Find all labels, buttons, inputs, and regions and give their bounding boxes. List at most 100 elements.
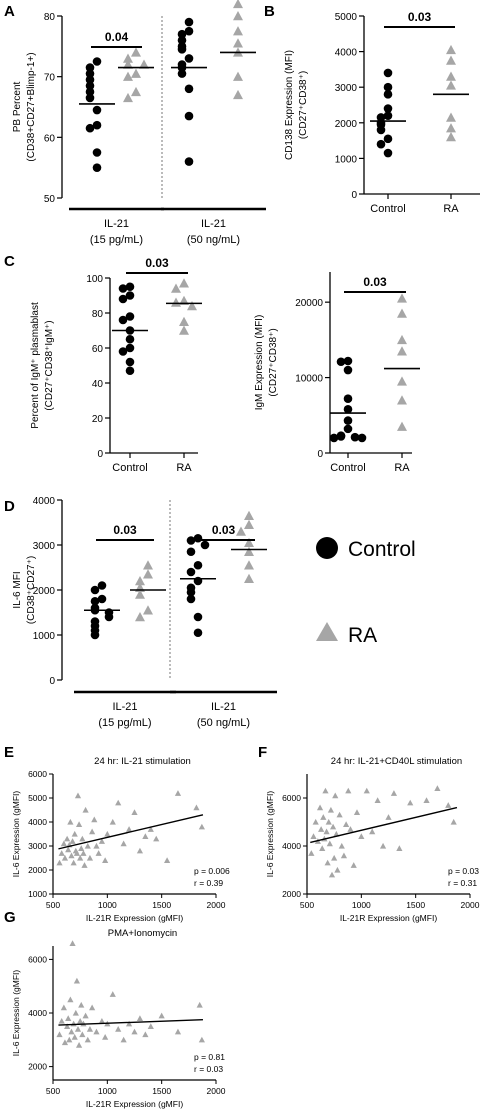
panel-f-point (312, 818, 319, 825)
panel-e-point (73, 850, 81, 856)
panel-f-point (327, 806, 335, 813)
panel-f-fit-line (310, 806, 458, 844)
panel-f-xtick-label: 1500 (406, 900, 425, 910)
panel-d-group2-control-point (186, 587, 196, 597)
panel-d-ytick-label: 2000 (33, 586, 56, 597)
panel-b-ra-point (446, 112, 456, 122)
panel-a-group2-control-point (177, 35, 187, 45)
panel-a-ytick-label: 50 (44, 194, 56, 205)
panel-c1-ytick-label: 100 (86, 274, 103, 285)
panel-c1-control-point (125, 312, 135, 321)
panel-a-group1-control-point (85, 87, 95, 97)
panel-a-group2-control-point (177, 69, 187, 78)
panel-e-ytick-label: 1000 (28, 889, 47, 899)
panel-e-point (125, 826, 133, 832)
panel-d-group1-control-point (90, 596, 100, 606)
panel-e-point (77, 854, 84, 861)
panel-a-ytick-label: 80 (44, 12, 56, 23)
panel-b-control-point (383, 111, 393, 120)
panel-a-ytick-label: 60 (44, 133, 56, 144)
panel-g-point (89, 1004, 96, 1011)
panel-label-c: C (4, 253, 15, 270)
panel-f-point (322, 787, 329, 794)
panel-d-group2-control-point (193, 612, 203, 622)
panel-a-group1-control-point (85, 123, 95, 133)
panel-g-point (75, 1042, 83, 1048)
panel-a-group1-pvalue: 0.04 (105, 30, 129, 44)
panel-b-control-point (376, 139, 386, 149)
panel-b-control-point (376, 125, 386, 135)
panel-b-ytick-label: 5000 (335, 12, 358, 23)
panel-b-control-point (383, 104, 393, 113)
panel-e-point (58, 850, 65, 856)
panel-d-group2-control-point (186, 536, 196, 545)
panel-g-point (71, 1034, 78, 1040)
panel-f-point (374, 797, 381, 804)
legend-ra-marker (316, 622, 338, 641)
panel-c1-control-point (118, 347, 128, 356)
panel-d-ylabel: IL-6 MFI (12, 571, 23, 608)
panel-c2-ylabel-group: IgM Expression (MFI) (CD27⁺CD38⁺) (254, 315, 279, 411)
panel-d-group2-ra-point (244, 546, 254, 556)
panel-e-rvalue: r = 0.39 (194, 878, 223, 888)
panel-c2-control-point (336, 357, 346, 367)
panel-c2-ra-point (397, 346, 407, 356)
legend-control-label: Control (348, 538, 416, 561)
panel-b-control-point (383, 90, 393, 99)
panel-f-point (423, 797, 430, 804)
panel-d-group1-ra-point (135, 612, 145, 622)
panel-a-ylabel: PB Percent (12, 81, 23, 132)
panel-e-point (69, 838, 76, 844)
panel-c1-ylabel: Percent of IgM⁺ plasmablast (30, 302, 41, 429)
panel-b-ra-point (446, 55, 456, 65)
panel-e-point (81, 862, 88, 868)
panel-g-point (67, 996, 74, 1003)
panel-e-ytick-label: 6000 (28, 769, 47, 779)
panel-f-point (369, 828, 376, 835)
panel-d-group2-control-point (193, 628, 203, 638)
panel-b-ytick-label: 0 (351, 190, 357, 201)
panel-e-point (84, 842, 91, 849)
panel-e-point (95, 850, 102, 856)
panel-b-ra-point (446, 80, 456, 90)
panel-e-ylabel: IL-6 Expression (gMFI) (11, 791, 21, 878)
panel-g-ytick-label: 6000 (28, 954, 47, 964)
panel-g-point (58, 1017, 65, 1024)
panel-f-point (358, 833, 365, 840)
panel-a-group1-control-point (85, 63, 95, 72)
panel-e-ytick-label: 5000 (28, 793, 47, 803)
panel-f-point (319, 845, 326, 852)
panel-d-group1-pvalue: 0.03 (113, 523, 137, 537)
panel-d-group2-control-point (200, 540, 210, 550)
panel-d-group2-label: IL-21 (211, 701, 236, 713)
panel-g-point (82, 1012, 89, 1019)
panel-d-ytick-label: 0 (49, 676, 55, 687)
panel-f-point (450, 818, 457, 825)
panel-b-ylabel-sub: (CD27⁺CD38⁺) (298, 71, 309, 139)
panel-g-ytick-label: 2000 (28, 1062, 47, 1072)
panel-a-group1-control-point (85, 69, 95, 78)
panel-f-xtick-label: 1000 (352, 900, 371, 910)
legend: Control RA (316, 537, 416, 647)
panel-f-point (308, 850, 315, 856)
panel-d-ytick-label: 3000 (33, 541, 56, 552)
panel-e-point (86, 854, 94, 861)
panel-e-point (91, 816, 98, 823)
panel-a-ytick-label: 70 (44, 73, 56, 84)
panel-label-a: A (4, 3, 15, 20)
panel-d-group1-ra-point (143, 560, 153, 570)
panel-e-point (60, 840, 67, 847)
panel-e-point (120, 840, 127, 847)
panel-b-ra-point (446, 123, 456, 133)
panel-b-ylabel-group: CD138 Expression (MFI) (CD27⁺CD38⁺) (284, 50, 309, 160)
panel-e-ylabel-group: IL-6 Expression (gMFI) (11, 791, 21, 878)
panel-e-point (64, 835, 71, 842)
panel-a-group2-control-point (184, 54, 194, 63)
panel-f-point (329, 823, 337, 830)
panel-g-ytick-label: 4000 (28, 1008, 47, 1018)
panel-a-group2-ra-point (233, 38, 243, 48)
panel-f-point (320, 814, 327, 820)
panel-d-group2-sublabel: (50 ng/mL) (197, 717, 250, 729)
panel-e-xtick-label: 1000 (98, 900, 117, 910)
panel-e-xtick-label: 500 (46, 900, 60, 910)
